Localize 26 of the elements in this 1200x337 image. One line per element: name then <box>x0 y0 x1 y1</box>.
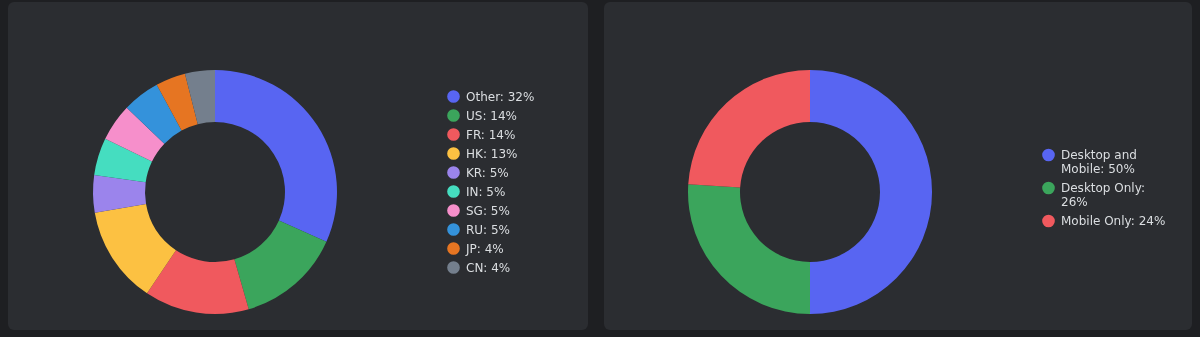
legend-label: CN: 4% <box>466 260 511 275</box>
legend-label: US: 14% <box>466 108 517 123</box>
legend-label: SG: 5% <box>466 203 510 218</box>
legend-label: Desktop and Mobile: 50% <box>1061 148 1137 176</box>
legend-label: Other: 32% <box>466 89 535 104</box>
donut-slice <box>234 220 327 310</box>
donut-slice <box>147 250 249 314</box>
donut-slice <box>184 70 215 125</box>
donut-slice <box>105 107 165 162</box>
donut-slice <box>215 70 337 242</box>
donut-slice <box>94 138 152 183</box>
donut-slice <box>688 184 810 314</box>
legend-label: JP: 4% <box>465 241 504 256</box>
legend-label: HK: 13% <box>466 146 518 161</box>
donut-slice <box>156 73 198 131</box>
legend-label: Desktop Only: 26% <box>1061 181 1145 209</box>
legend-label: KR: 5% <box>466 165 509 180</box>
donut-slice <box>126 84 182 144</box>
donut-slice <box>94 203 176 294</box>
donut-slice <box>93 174 147 213</box>
donut-slice <box>810 70 932 314</box>
legend-label: IN: 5% <box>466 184 506 199</box>
legend-label: Mobile Only: 24% <box>1061 214 1166 228</box>
donut-slice <box>688 70 810 188</box>
legend-label: RU: 5% <box>466 222 511 237</box>
legend-label: FR: 14% <box>466 127 516 142</box>
